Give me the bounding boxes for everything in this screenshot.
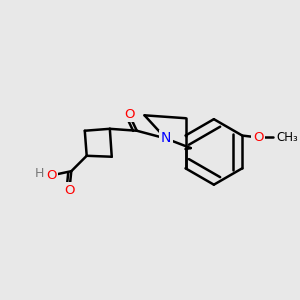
Text: N: N [160,131,171,146]
Text: O: O [46,169,56,182]
Text: CH₃: CH₃ [277,131,298,144]
Text: O: O [124,108,134,121]
Text: O: O [253,131,263,144]
Text: O: O [64,184,75,197]
Text: H: H [35,167,44,180]
